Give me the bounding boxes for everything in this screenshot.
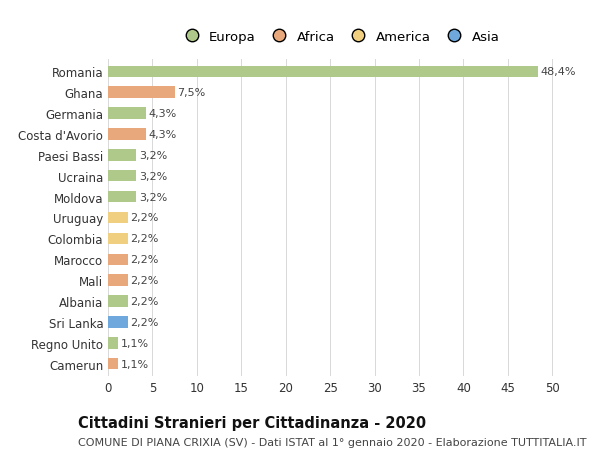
Bar xyxy=(108,233,128,245)
Text: 3,2%: 3,2% xyxy=(139,171,167,181)
Text: Cittadini Stranieri per Cittadinanza - 2020: Cittadini Stranieri per Cittadinanza - 2… xyxy=(78,415,426,431)
Text: 48,4%: 48,4% xyxy=(541,67,576,77)
Bar xyxy=(108,87,175,99)
Legend: Europa, Africa, America, Asia: Europa, Africa, America, Asia xyxy=(176,28,502,46)
Text: 3,2%: 3,2% xyxy=(139,151,167,161)
Text: 2,2%: 2,2% xyxy=(130,317,158,327)
Text: 4,3%: 4,3% xyxy=(149,109,177,119)
Text: 1,1%: 1,1% xyxy=(121,359,149,369)
Text: COMUNE DI PIANA CRIXIA (SV) - Dati ISTAT al 1° gennaio 2020 - Elaborazione TUTTI: COMUNE DI PIANA CRIXIA (SV) - Dati ISTAT… xyxy=(78,437,587,447)
Text: 2,2%: 2,2% xyxy=(130,275,158,285)
Bar xyxy=(108,67,538,78)
Text: 2,2%: 2,2% xyxy=(130,234,158,244)
Bar xyxy=(108,213,128,224)
Text: 2,2%: 2,2% xyxy=(130,255,158,265)
Bar xyxy=(108,254,128,265)
Text: 4,3%: 4,3% xyxy=(149,130,177,140)
Text: 2,2%: 2,2% xyxy=(130,213,158,223)
Text: 2,2%: 2,2% xyxy=(130,297,158,306)
Text: 3,2%: 3,2% xyxy=(139,192,167,202)
Bar xyxy=(108,275,128,286)
Bar xyxy=(108,316,128,328)
Bar xyxy=(108,129,146,140)
Bar xyxy=(108,108,146,120)
Bar xyxy=(108,358,118,369)
Bar xyxy=(108,150,136,161)
Text: 1,1%: 1,1% xyxy=(121,338,149,348)
Bar xyxy=(108,191,136,203)
Bar xyxy=(108,296,128,307)
Bar xyxy=(108,337,118,349)
Bar xyxy=(108,171,136,182)
Text: 7,5%: 7,5% xyxy=(178,88,206,98)
